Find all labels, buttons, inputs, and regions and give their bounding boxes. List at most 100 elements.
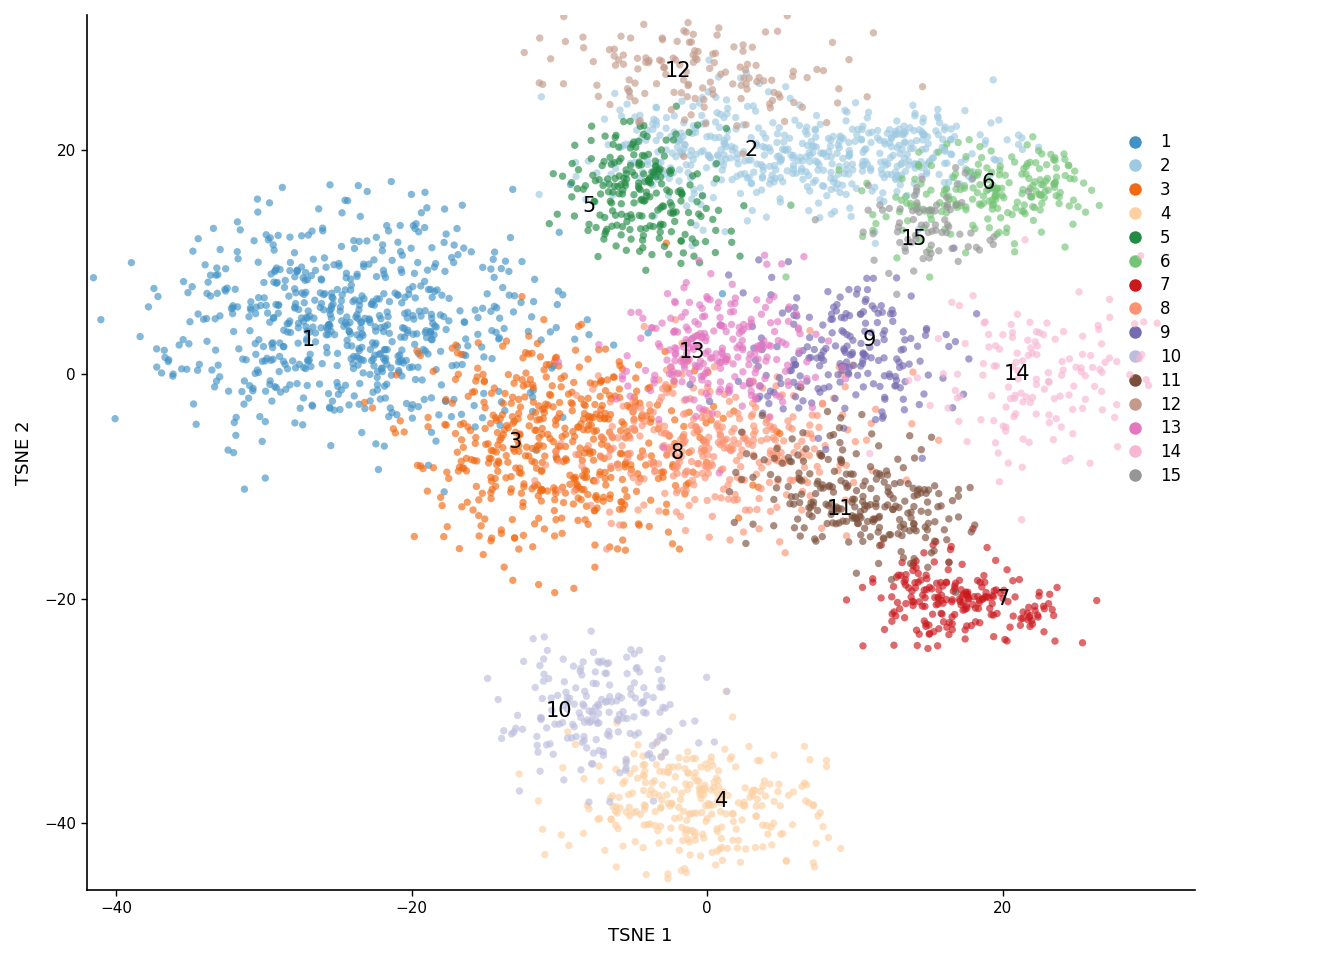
Point [632,240,653,255]
Point [605,207,626,223]
Point [612,186,633,202]
Point [942,493,964,509]
Point [891,544,913,560]
Point [839,201,860,216]
Point [847,281,868,297]
Point [884,124,906,139]
Point [665,441,687,456]
Point [496,418,517,433]
X-axis label: TSNE 1: TSNE 1 [609,927,673,945]
Point [906,560,927,575]
Point [652,651,673,666]
Point [886,569,907,585]
Point [1000,619,1021,635]
Point [880,589,902,605]
Point [317,327,339,343]
Point [895,163,917,179]
Point [943,578,965,593]
Point [297,310,319,325]
Point [523,395,544,410]
Point [566,169,587,184]
Point [620,766,641,781]
Point [816,115,837,131]
Point [993,583,1015,598]
Point [828,158,849,174]
Point [1079,456,1101,471]
Point [856,110,878,126]
Point [997,455,1019,470]
Point [664,108,685,124]
Point [730,448,751,464]
Point [648,412,669,427]
Point [534,666,555,682]
Point [1103,410,1125,425]
Point [657,866,679,881]
Point [851,510,872,525]
Point [739,347,761,362]
Point [673,136,695,152]
Point [903,551,925,566]
Point [1028,585,1050,600]
Point [926,145,948,160]
Point [414,303,435,319]
Point [577,740,598,756]
Point [601,428,622,444]
Point [637,325,659,341]
Point [743,164,765,180]
Point [590,374,612,390]
Point [259,376,281,392]
Point [663,165,684,180]
Point [320,306,341,322]
Point [571,459,593,474]
Point [564,469,586,485]
Point [965,614,986,630]
Point [655,377,676,393]
Point [832,151,853,166]
Point [839,146,860,161]
Point [855,473,876,489]
Point [554,369,575,384]
Point [915,327,937,343]
Point [977,181,999,197]
Point [939,202,961,217]
Point [551,511,573,526]
Point [1028,588,1050,604]
Point [899,428,921,444]
Point [989,474,1011,490]
Point [562,716,583,732]
Point [370,392,391,407]
Point [782,157,804,173]
Point [673,804,695,819]
Point [698,84,719,100]
Point [575,192,597,207]
Point [253,339,274,354]
Point [732,342,754,357]
Point [331,239,352,254]
Point [297,324,319,339]
Point [387,287,409,302]
Point [532,439,554,454]
Point [480,533,501,548]
Point [546,444,567,459]
Point [823,391,844,406]
Point [581,756,602,772]
Point [860,163,882,179]
Point [727,795,749,810]
Point [273,339,294,354]
Point [696,810,718,826]
Point [766,149,788,164]
Point [714,387,735,402]
Point [859,497,880,513]
Point [902,141,923,156]
Point [336,309,358,324]
Point [894,125,915,140]
Point [824,391,845,406]
Point [319,400,340,416]
Point [902,203,923,218]
Point [867,130,888,145]
Point [941,146,962,161]
Point [418,420,439,435]
Point [676,477,698,492]
Point [321,299,343,314]
Point [613,47,634,62]
